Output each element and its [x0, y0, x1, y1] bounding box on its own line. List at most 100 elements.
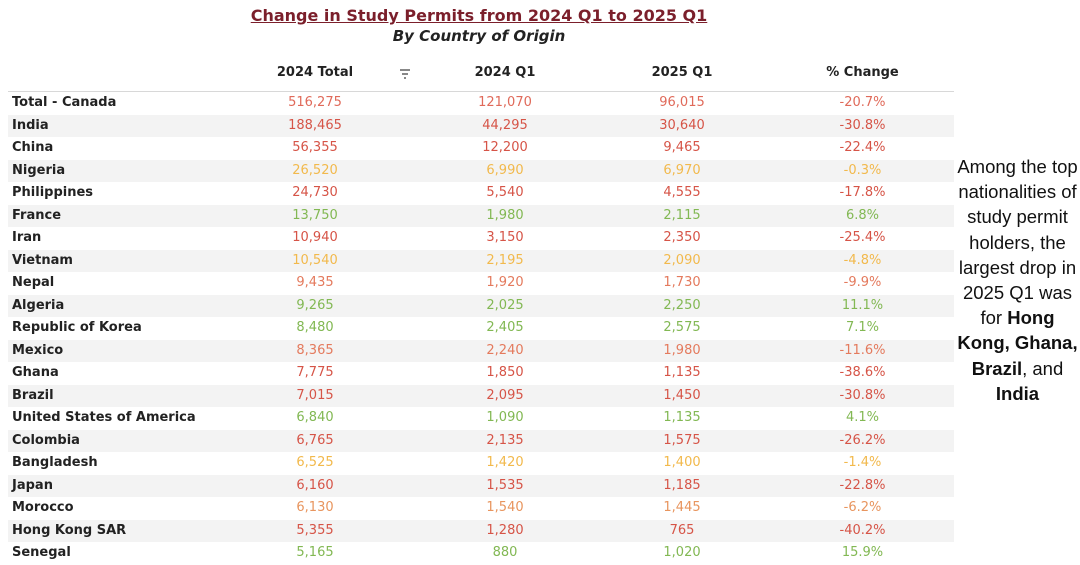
q1-2024-cell: 44,295 — [482, 117, 528, 133]
country-cell: Philippines — [12, 185, 94, 200]
q1-2025-cell: 1,980 — [663, 342, 701, 358]
country-cell: Senegal — [12, 545, 71, 560]
table-body: Total - Canada 516,275 121,070 96,015 -20.7%… — [8, 92, 954, 565]
country-cell: Ghana — [12, 365, 59, 380]
pct-change-cell: -26.2% — [839, 432, 886, 448]
pct-change-cell: 11.1% — [841, 297, 884, 313]
table-row: Nigeria 26,520 6,990 6,970 -0.3% — [8, 159, 954, 182]
q1-2025-cell: 2,090 — [663, 252, 701, 268]
pct-change-cell: -17.8% — [839, 185, 886, 200]
q1-2024-cell: 3,150 — [486, 230, 524, 245]
total-2024-cell: 9,435 — [296, 275, 334, 290]
q1-2024-cell: 1,980 — [486, 207, 524, 223]
table-row: Hong Kong SAR 5,355 1,280 765 -40.2% — [8, 519, 954, 542]
q1-2025-cell: 1,135 — [663, 410, 701, 425]
q1-2024-cell: 1,850 — [486, 365, 524, 380]
table-title: Change in Study Permits from 2024 Q1 to … — [250, 6, 708, 25]
column-header-2024-q1[interactable]: 2024 Q1 — [474, 65, 536, 80]
table-row: France 13,750 1,980 2,115 6.8% — [8, 204, 954, 227]
q1-2024-cell: 1,090 — [486, 410, 524, 425]
table-row: Senegal 5,165 880 1,020 15.9% — [8, 542, 954, 565]
country-cell: United States of America — [12, 410, 196, 425]
country-cell: Morocco — [12, 500, 74, 515]
pct-change-cell: -22.8% — [839, 477, 886, 493]
country-cell: China — [12, 140, 54, 155]
q1-2024-cell: 2,240 — [486, 342, 524, 358]
side-note-ghana: Ghana, — [1014, 332, 1078, 354]
total-2024-cell: 7,775 — [296, 365, 334, 380]
pct-change-cell: -20.7% — [839, 95, 886, 110]
pct-change-cell: 6.8% — [845, 207, 880, 223]
country-cell: Algeria — [12, 297, 65, 313]
pct-change-cell: 4.1% — [845, 410, 880, 425]
pct-change-cell: -4.8% — [843, 252, 882, 268]
total-2024-cell: 24,730 — [292, 185, 338, 200]
pct-change-cell: 15.9% — [841, 545, 884, 560]
q1-2024-cell: 880 — [492, 545, 518, 560]
q1-2025-cell: 1,450 — [663, 387, 701, 403]
side-note-and: , and — [1022, 357, 1064, 379]
country-cell: Japan — [12, 477, 53, 493]
q1-2024-cell: 1,420 — [486, 455, 524, 470]
total-2024-cell: 188,465 — [288, 117, 342, 133]
q1-2025-cell: 1,020 — [663, 545, 701, 560]
pct-change-cell: -30.8% — [839, 117, 886, 133]
total-2024-cell: 6,130 — [296, 500, 334, 515]
q1-2025-cell: 1,185 — [663, 477, 701, 493]
total-2024-cell: 6,160 — [296, 477, 334, 493]
table-row: Mexico 8,365 2,240 1,980 -11.6% — [8, 339, 954, 362]
q1-2025-cell: 1,400 — [663, 455, 701, 470]
pct-change-cell: -6.2% — [843, 500, 882, 515]
total-2024-cell: 8,365 — [296, 342, 334, 358]
q1-2024-cell: 121,070 — [478, 95, 532, 110]
country-cell: Iran — [12, 230, 42, 245]
table-row: India 188,465 44,295 30,640 -30.8% — [8, 114, 954, 137]
total-2024-cell: 10,540 — [292, 252, 338, 268]
table-row: China 56,355 12,200 9,465 -22.4% — [8, 137, 954, 160]
country-cell: Mexico — [12, 342, 64, 358]
country-cell: Republic of Korea — [12, 320, 142, 335]
total-2024-cell: 13,750 — [292, 207, 338, 223]
side-note-text: Among the top nationalities of study per… — [957, 156, 1078, 329]
q1-2025-cell: 2,575 — [663, 320, 701, 335]
column-header-pct-change[interactable]: % Change — [826, 65, 899, 80]
table-row: Bangladesh 6,525 1,420 1,400 -1.4% — [8, 452, 954, 475]
total-2024-cell: 6,840 — [296, 410, 334, 425]
q1-2025-cell: 1,135 — [663, 365, 701, 380]
q1-2024-cell: 1,280 — [486, 522, 524, 538]
total-2024-cell: 26,520 — [292, 162, 338, 178]
country-cell: Total - Canada — [12, 95, 117, 110]
side-note-india: India — [995, 382, 1040, 404]
pct-change-cell: -40.2% — [839, 522, 886, 538]
table-row: Republic of Korea 8,480 2,405 2,575 7.1% — [8, 317, 954, 340]
table-row: Brazil 7,015 2,095 1,450 -30.8% — [8, 384, 954, 407]
country-cell: Nigeria — [12, 162, 66, 178]
total-2024-cell: 6,525 — [296, 455, 334, 470]
table-row: Algeria 9,265 2,025 2,250 11.1% — [8, 294, 954, 317]
q1-2025-cell: 30,640 — [659, 117, 705, 133]
table-row: Philippines 24,730 5,540 4,555 -17.8% — [8, 182, 954, 205]
table-row: Morocco 6,130 1,540 1,445 -6.2% — [8, 497, 954, 520]
country-cell: India — [12, 117, 49, 133]
table-row: Ghana 7,775 1,850 1,135 -38.6% — [8, 362, 954, 385]
pct-change-cell: -11.6% — [839, 342, 886, 358]
filter-lines-icon[interactable] — [398, 66, 414, 80]
q1-2024-cell: 12,200 — [482, 140, 528, 155]
pct-change-cell: -30.8% — [839, 387, 886, 403]
table-row: United States of America 6,840 1,090 1,135 4… — [8, 407, 954, 430]
table-row: Japan 6,160 1,535 1,185 -22.8% — [8, 474, 954, 497]
country-cell: Nepal — [12, 275, 55, 290]
header-divider — [8, 91, 954, 92]
pct-change-cell: -0.3% — [843, 162, 882, 178]
column-header-2025-q1[interactable]: 2025 Q1 — [651, 65, 713, 80]
q1-2024-cell: 1,540 — [486, 500, 524, 515]
q1-2025-cell: 96,015 — [659, 95, 705, 110]
q1-2025-cell: 4,555 — [663, 185, 701, 200]
total-2024-cell: 56,355 — [292, 140, 338, 155]
q1-2024-cell: 5,540 — [486, 185, 524, 200]
table-row: Vietnam 10,540 2,195 2,090 -4.8% — [8, 249, 954, 272]
q1-2024-cell: 2,195 — [486, 252, 524, 268]
column-header-2024-total[interactable]: 2024 Total — [276, 65, 354, 80]
country-cell: Bangladesh — [12, 455, 98, 470]
q1-2025-cell: 2,115 — [663, 207, 701, 223]
